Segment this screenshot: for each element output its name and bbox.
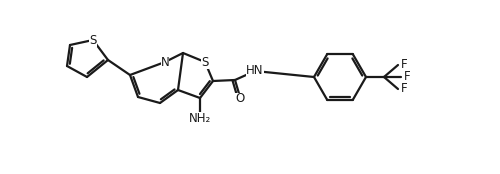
Text: N: N [160,56,170,69]
Text: NH₂: NH₂ [189,112,211,125]
Text: S: S [202,56,208,69]
Text: F: F [401,82,407,96]
Text: O: O [236,93,244,105]
Text: HN: HN [246,65,264,77]
Text: S: S [90,34,96,46]
Text: F: F [401,58,407,72]
Text: F: F [404,70,410,84]
